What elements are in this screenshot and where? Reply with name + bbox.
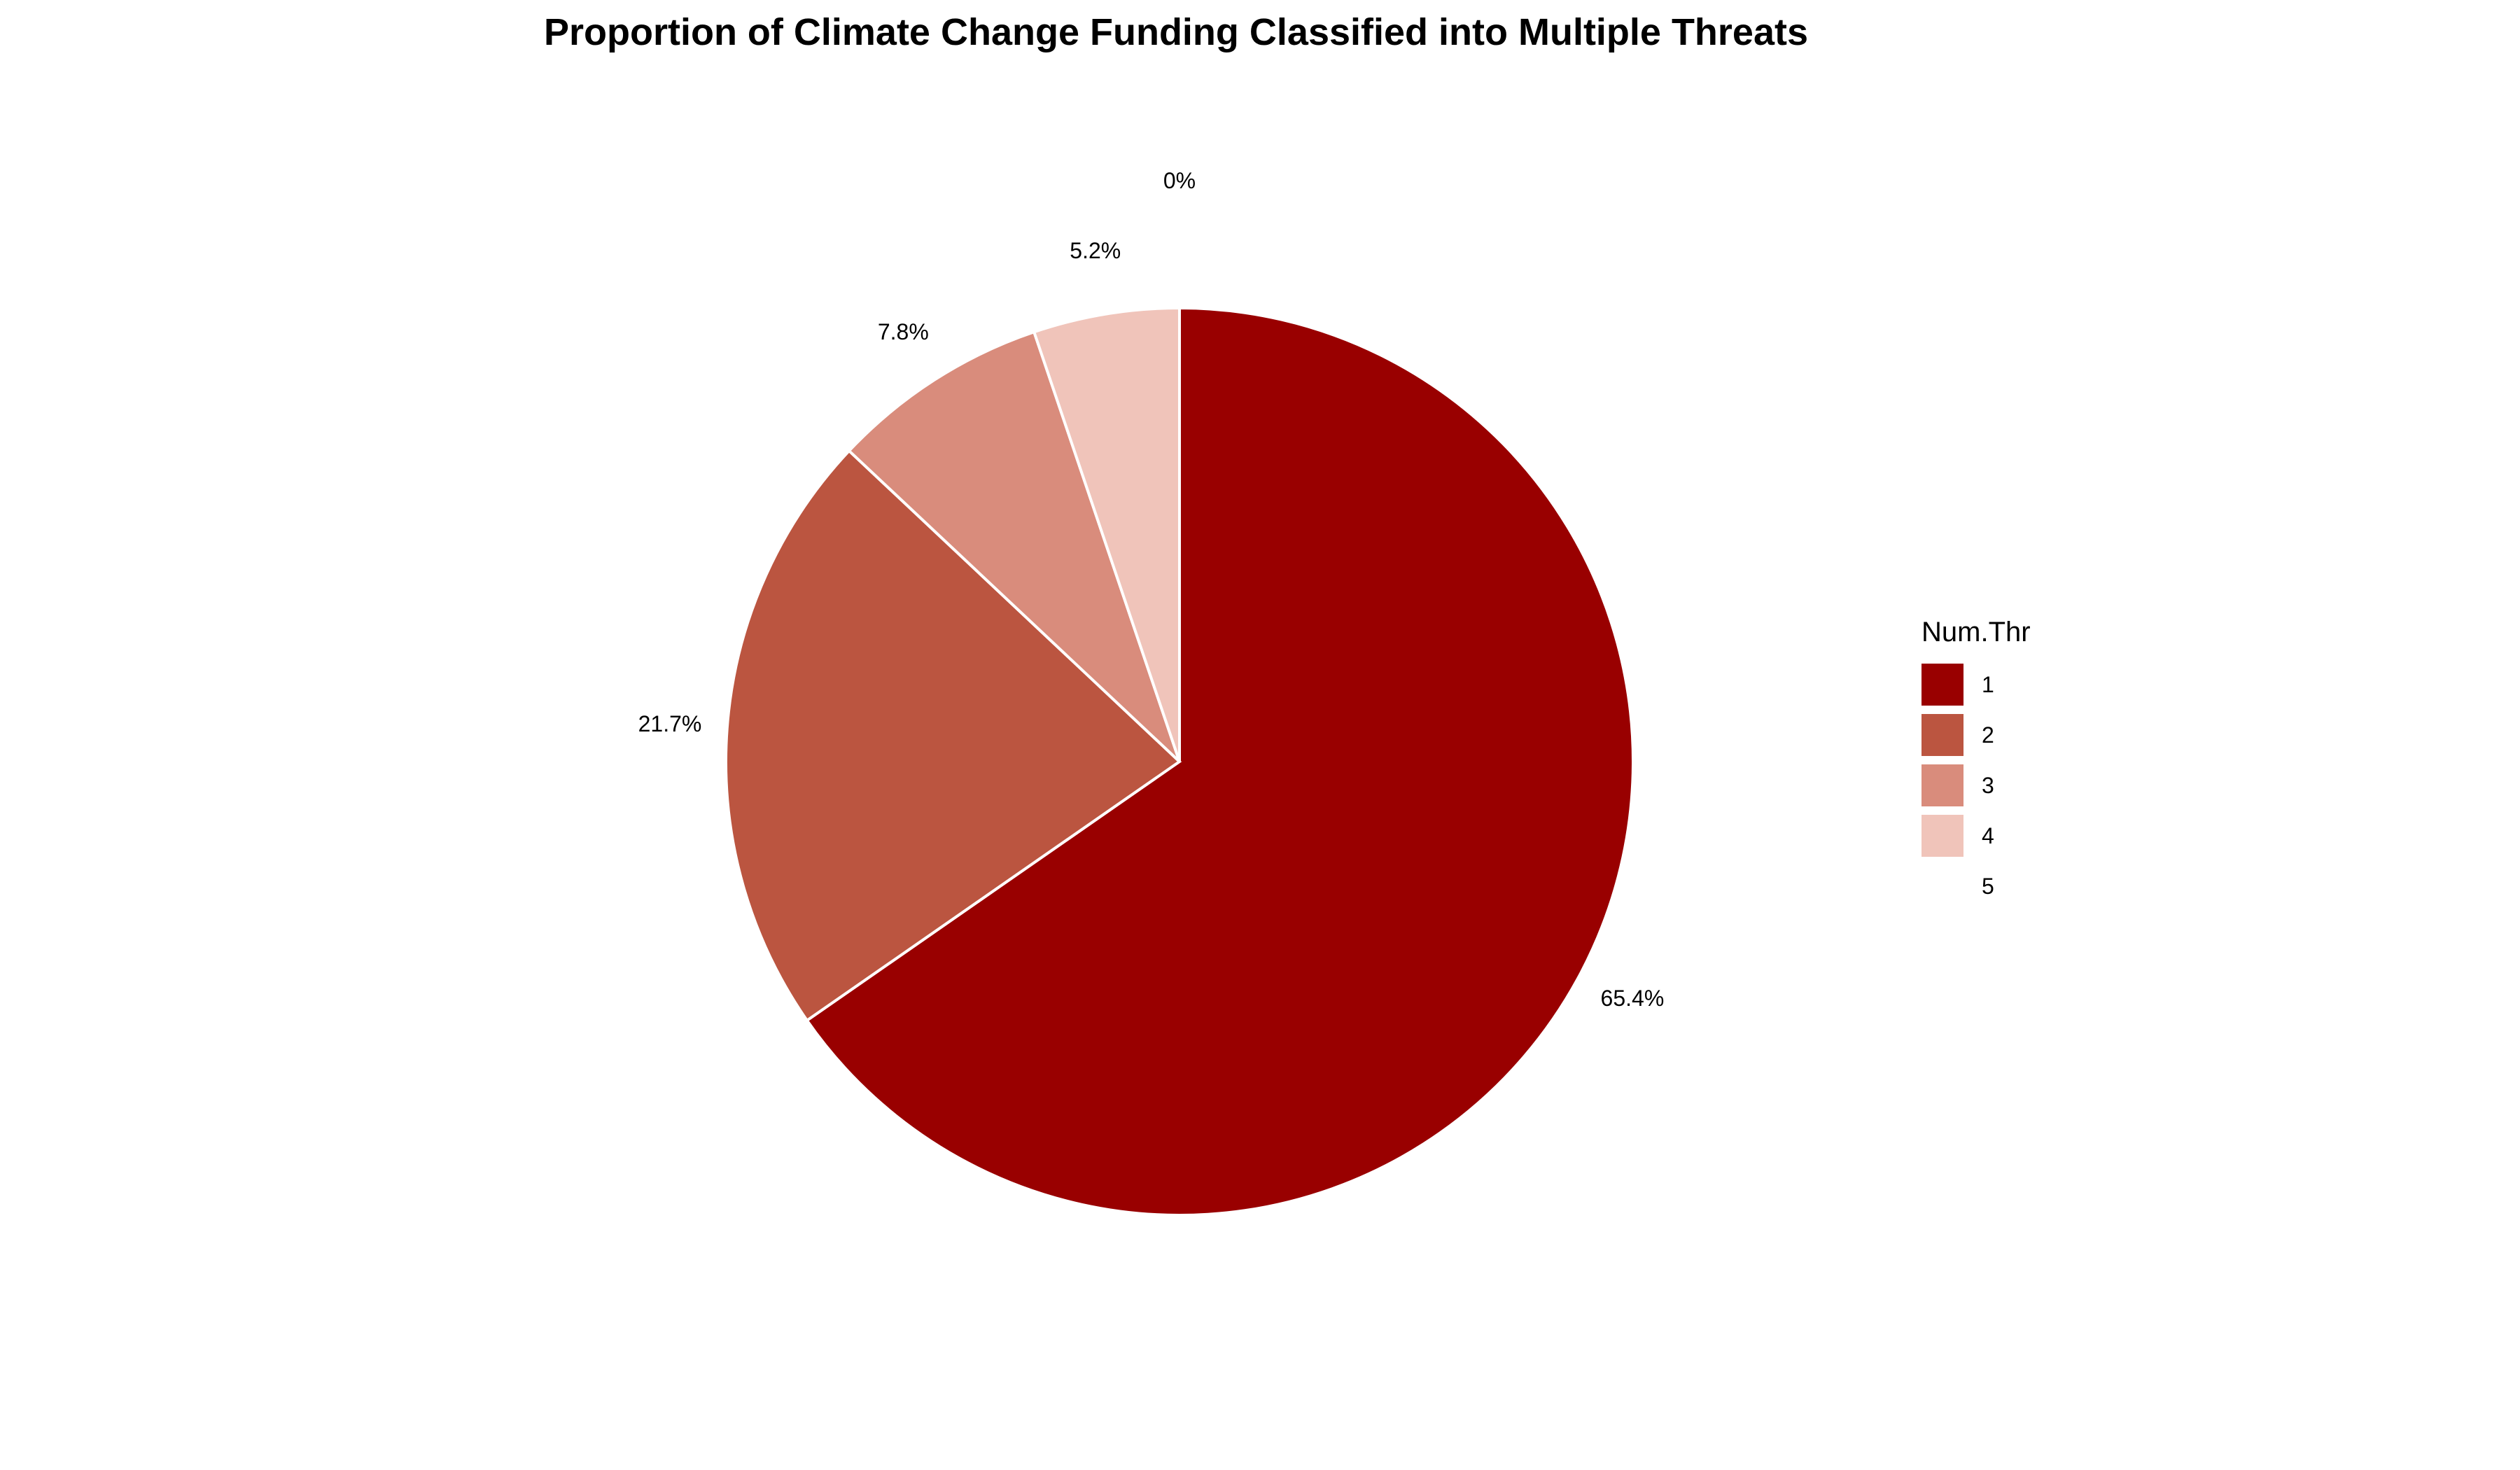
legend-label-1: 1 — [1982, 672, 1994, 697]
pie-slice-2 — [724, 449, 1182, 1023]
pie-slice-1 — [805, 306, 1634, 1217]
legend-key-3 — [1921, 764, 1963, 806]
legend-label-5: 5 — [1982, 874, 1994, 899]
legend-key-5 — [1921, 865, 1963, 907]
legend-label-2: 2 — [1982, 722, 1994, 748]
legend-key-1 — [1921, 664, 1963, 706]
slice-label-1: 65.4% — [1601, 986, 1665, 1011]
legend-title: Num.Thr — [1921, 617, 2031, 648]
legend: Num.Thr 1 2 3 4 5 — [1921, 617, 2031, 907]
legend-label-4: 4 — [1982, 823, 1994, 848]
pie-slice-labels: 65.4% 21.7% 7.8% 5.2% 0% — [638, 168, 1665, 1011]
chart-title: Proportion of Climate Change Funding Cla… — [544, 11, 1808, 53]
legend-key-2 — [1921, 714, 1963, 756]
legend-label-3: 3 — [1982, 773, 1994, 798]
pie-slice-3 — [847, 330, 1181, 763]
pie-slice-4 — [1032, 306, 1181, 762]
pie-slices — [724, 306, 1634, 1217]
slice-label-3: 7.8% — [878, 319, 929, 344]
slice-label-5: 0% — [1163, 168, 1196, 193]
slice-label-2: 21.7% — [638, 711, 702, 736]
legend-key-4 — [1921, 815, 1963, 857]
slice-label-4: 5.2% — [1070, 238, 1121, 263]
